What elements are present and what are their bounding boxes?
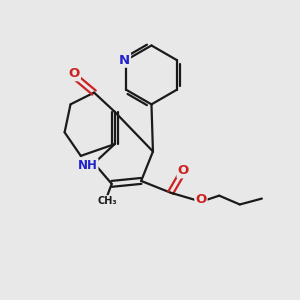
Text: O: O xyxy=(195,193,207,206)
Text: NH: NH xyxy=(78,159,98,172)
Text: N: N xyxy=(119,54,130,67)
Text: O: O xyxy=(178,164,189,177)
Text: O: O xyxy=(69,67,80,80)
Text: CH₃: CH₃ xyxy=(98,196,117,206)
